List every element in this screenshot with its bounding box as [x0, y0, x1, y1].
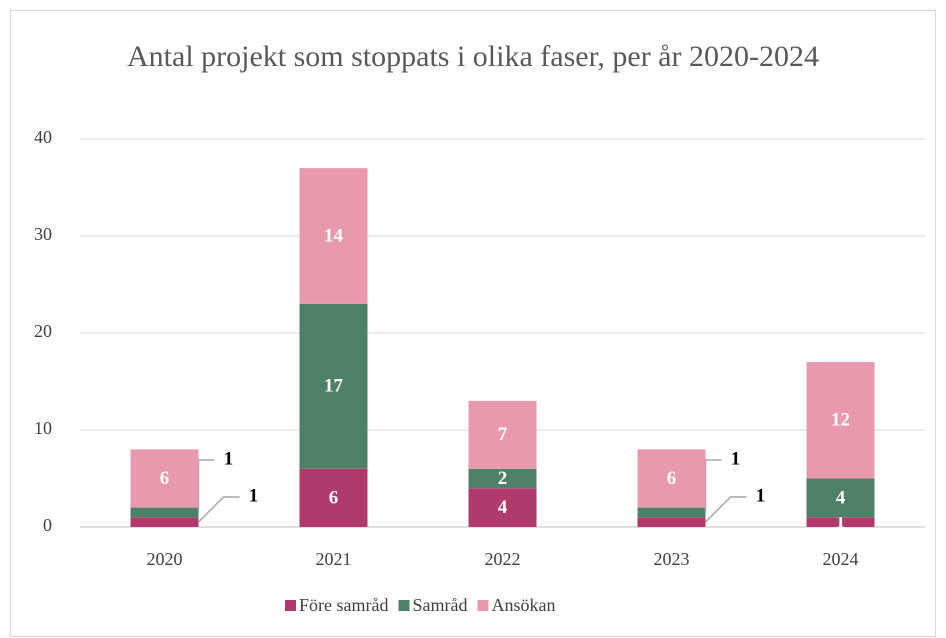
data-label: 6	[329, 487, 339, 508]
data-label: 4	[498, 497, 508, 518]
data-label: 1	[249, 485, 259, 506]
bar-segment	[468, 468, 537, 489]
bar-segment	[637, 517, 706, 527]
chart-title: Antal projekt som stoppats i olika faser…	[127, 40, 819, 73]
data-label: 1	[756, 485, 766, 506]
bar-segment	[468, 488, 537, 527]
x-tick-label: 2022	[485, 549, 521, 569]
legend-swatch	[477, 600, 489, 611]
legend-swatch	[285, 600, 296, 611]
y-tick-label: 20	[34, 321, 52, 341]
leader-line	[704, 496, 747, 523]
data-label: 1	[836, 512, 846, 533]
bar-segment	[468, 400, 537, 469]
x-tick-label: 2021	[316, 549, 352, 569]
bar-segment	[299, 468, 368, 527]
x-tick-label: 2023	[654, 549, 690, 569]
x-tick-label: 2024	[823, 549, 859, 569]
legend-label: Ansökan	[491, 595, 555, 615]
data-label: 7	[498, 424, 508, 445]
data-label: 14	[324, 225, 344, 246]
y-tick-label: 0	[43, 515, 52, 535]
bar-segment	[637, 507, 706, 518]
data-label: 6	[160, 468, 170, 489]
leader-line	[197, 496, 240, 523]
data-label: 6	[667, 468, 677, 489]
bar-segment	[806, 517, 875, 527]
data-label: 2	[498, 468, 508, 489]
data-label: 12	[831, 410, 850, 431]
bar-segment	[637, 449, 706, 508]
legend-swatch	[398, 600, 410, 611]
y-tick-label: 30	[34, 224, 52, 244]
y-tick-label: 40	[34, 127, 52, 147]
data-label: 1	[224, 448, 234, 469]
legend-label: Före samråd	[299, 595, 388, 615]
chart-border	[10, 10, 936, 637]
bar-segment	[806, 362, 875, 479]
bar-segment	[299, 168, 368, 304]
bar-segment	[806, 478, 875, 518]
data-label: 17	[324, 376, 344, 397]
data-label: 4	[836, 487, 846, 508]
bar-segment	[299, 303, 368, 469]
legend-label: Samråd	[412, 595, 467, 615]
bar-segment	[130, 507, 199, 518]
bar-segment	[130, 449, 199, 508]
data-label: 1	[731, 448, 741, 469]
y-tick-label: 10	[34, 418, 52, 438]
bar-segment	[130, 517, 199, 527]
x-tick-label: 2020	[147, 549, 183, 569]
